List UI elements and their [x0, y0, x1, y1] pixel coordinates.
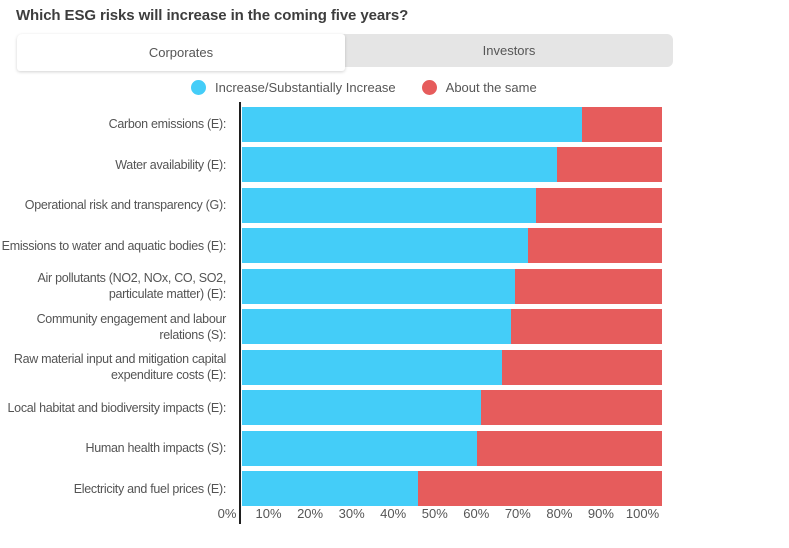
axis-tick-label: 0%: [217, 506, 237, 521]
legend-item-same[interactable]: About the same: [421, 80, 537, 95]
chart-row: Carbon emissions (E):: [0, 104, 789, 145]
tab-corporates[interactable]: Corporates: [17, 34, 345, 71]
stacked-bar: [242, 309, 662, 345]
bar-segment-increase: [242, 147, 557, 183]
category-label: Operational risk and transparency (G):: [24, 198, 227, 213]
axis-line: [239, 102, 241, 524]
stacked-bar: [242, 147, 662, 183]
increase-legend-dot-icon: [191, 80, 206, 95]
bar-segment-same: [557, 147, 662, 183]
bar-segment-increase: [242, 430, 478, 466]
chart-row: Raw material input and mitigation capita…: [0, 347, 789, 388]
category-label: Raw material input and mitigation capita…: [13, 352, 226, 383]
stacked-bar: [242, 390, 662, 426]
category-label: Community engagement and labour relation…: [36, 311, 227, 342]
chart-row: Air pollutants (NO2, NOx, CO, SO2, parti…: [0, 266, 789, 307]
tab-investors[interactable]: Investors: [345, 34, 673, 67]
bar-segment-same: [536, 187, 662, 223]
axis-tick-label: 90%: [587, 506, 614, 521]
legend-item-increase[interactable]: Increase/Substantially Increase: [191, 80, 396, 95]
axis-tick-label: 60%: [463, 506, 490, 521]
tab-bar: Corporates Investors: [17, 34, 673, 71]
axis-tick-label: 50%: [421, 506, 448, 521]
same-legend-label: About the same: [445, 80, 537, 95]
bar-segment-same: [527, 228, 662, 264]
stacked-bar: [242, 471, 662, 507]
bar-segment-same: [481, 390, 662, 426]
chart-question-title: Which ESG risks will increase in the com…: [16, 7, 409, 24]
bar-segment-increase: [242, 187, 536, 223]
axis-tick-label: 40%: [380, 506, 407, 521]
chart-row: Water availability (E):: [0, 145, 789, 186]
bar-segment-same: [418, 471, 662, 507]
bar-segment-increase: [242, 471, 419, 507]
axis-tick-label: 10%: [255, 506, 282, 521]
chart-row: Local habitat and biodiversity impacts (…: [0, 388, 789, 429]
bar-segment-same: [502, 349, 662, 385]
axis-tick-label: 100%: [625, 506, 660, 521]
bar-segment-increase: [242, 228, 528, 264]
increase-legend-label: Increase/Substantially Increase: [215, 80, 396, 95]
bar-segment-same: [515, 268, 662, 304]
bar-segment-increase: [242, 106, 583, 142]
bar-segment-increase: [242, 349, 503, 385]
stacked-bar: [242, 228, 662, 264]
axis-tick-label: 70%: [504, 506, 531, 521]
chart-row: Human health impacts (S):: [0, 428, 789, 469]
tab-investors-label: Investors: [482, 43, 536, 58]
bar-segment-same: [510, 309, 662, 345]
category-label: Emissions to water and aquatic bodies (E…: [1, 238, 227, 253]
chart-legend: Increase/Substantially Increase About th…: [191, 80, 537, 95]
category-label: Human health impacts (S):: [85, 441, 227, 456]
category-label: Water availability (E):: [115, 157, 226, 172]
category-label: Carbon emissions (E):: [108, 117, 227, 132]
stacked-bar: [242, 187, 662, 223]
category-label: Electricity and fuel prices (E):: [73, 481, 227, 496]
bar-segment-increase: [242, 309, 511, 345]
tab-corporates-label: Corporates: [148, 45, 214, 60]
chart-rows: Carbon emissions (E): Water availability …: [0, 104, 789, 509]
axis-tick-label: 30%: [338, 506, 365, 521]
category-label: Local habitat and biodiversity impacts (…: [7, 400, 227, 415]
same-legend-dot-icon: [421, 80, 437, 95]
chart-row: Emissions to water and aquatic bodies (E…: [0, 226, 789, 267]
chart-row: Electricity and fuel prices (E):: [0, 469, 789, 510]
x-axis-tick-labels: 0% 10% 20% 30% 40% 50% 60% 70% 80% 90% 100%: [0, 506, 789, 526]
axis-tick-label: 20%: [297, 506, 324, 521]
bar-segment-same: [477, 430, 662, 466]
bar-segment-increase: [242, 268, 515, 304]
stacked-bar: [242, 268, 662, 304]
chart-row: Community engagement and labour relation…: [0, 307, 789, 348]
axis-tick-label: 80%: [546, 506, 573, 521]
stacked-bar: [242, 106, 662, 142]
bar-segment-increase: [242, 390, 482, 426]
category-label: Air pollutants (NO2, NOx, CO, SO2, parti…: [37, 271, 227, 302]
stacked-bar: [242, 349, 662, 385]
chart-row: Operational risk and transparency (G):: [0, 185, 789, 226]
bar-segment-same: [582, 106, 662, 142]
stacked-bar: [242, 430, 662, 466]
